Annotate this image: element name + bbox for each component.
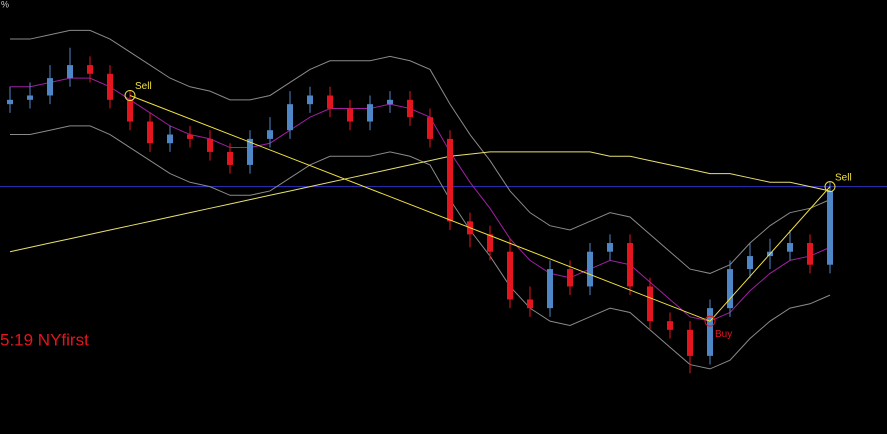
- candle-body: [7, 99, 13, 105]
- candle-body: [487, 234, 493, 252]
- candle-body: [247, 138, 253, 165]
- candle-body: [807, 243, 813, 265]
- signal-marker: [824, 181, 836, 193]
- upper-band: [10, 29, 831, 274]
- candle-body: [187, 134, 193, 139]
- candle-body: [167, 134, 173, 144]
- candle-body: [547, 269, 553, 309]
- candle-body: [287, 104, 293, 131]
- annotation: 5:19 NYfirst: [0, 330, 89, 349]
- candle-body: [647, 286, 653, 322]
- candle-body: [627, 243, 633, 287]
- corner-text: %: [1, 0, 9, 9]
- candle-body: [747, 256, 753, 270]
- candle-body: [707, 308, 713, 356]
- candle-body: [267, 130, 273, 139]
- signal-label: Sell: [135, 81, 152, 92]
- signal-label: Buy: [715, 329, 732, 340]
- candle-body: [687, 329, 693, 356]
- trend-line: [129, 95, 831, 322]
- candle-body: [367, 104, 373, 122]
- candle-body: [587, 251, 593, 287]
- candle-body: [67, 65, 73, 79]
- signal-marker: [704, 315, 716, 327]
- candle-body: [87, 65, 93, 74]
- middle-band: [10, 77, 831, 322]
- signal-label: Sell: [835, 172, 852, 183]
- candle-body: [147, 121, 153, 144]
- candle-body: [567, 269, 573, 287]
- candle-body: [127, 99, 133, 122]
- candle-body: [347, 108, 353, 122]
- candle-body: [727, 269, 733, 309]
- candle-body: [667, 321, 673, 330]
- signal-marker: [124, 89, 136, 101]
- candle-body: [207, 138, 213, 152]
- candle-body: [307, 95, 313, 105]
- candle-body: [787, 243, 793, 252]
- candle-body: [27, 95, 33, 100]
- candle-body: [47, 78, 53, 96]
- candle-body: [327, 95, 333, 109]
- candle-body: [607, 243, 613, 252]
- candle-body: [427, 117, 433, 139]
- candle-body: [407, 99, 413, 118]
- candle-body: [527, 299, 533, 309]
- candle-body: [107, 73, 113, 100]
- candle-body: [507, 251, 513, 300]
- candle-body: [227, 151, 233, 165]
- long-average: [9, 151, 831, 253]
- lower-band: [10, 125, 831, 370]
- candle-body: [447, 138, 453, 222]
- candle-body: [387, 99, 393, 105]
- candle-body: [827, 190, 833, 265]
